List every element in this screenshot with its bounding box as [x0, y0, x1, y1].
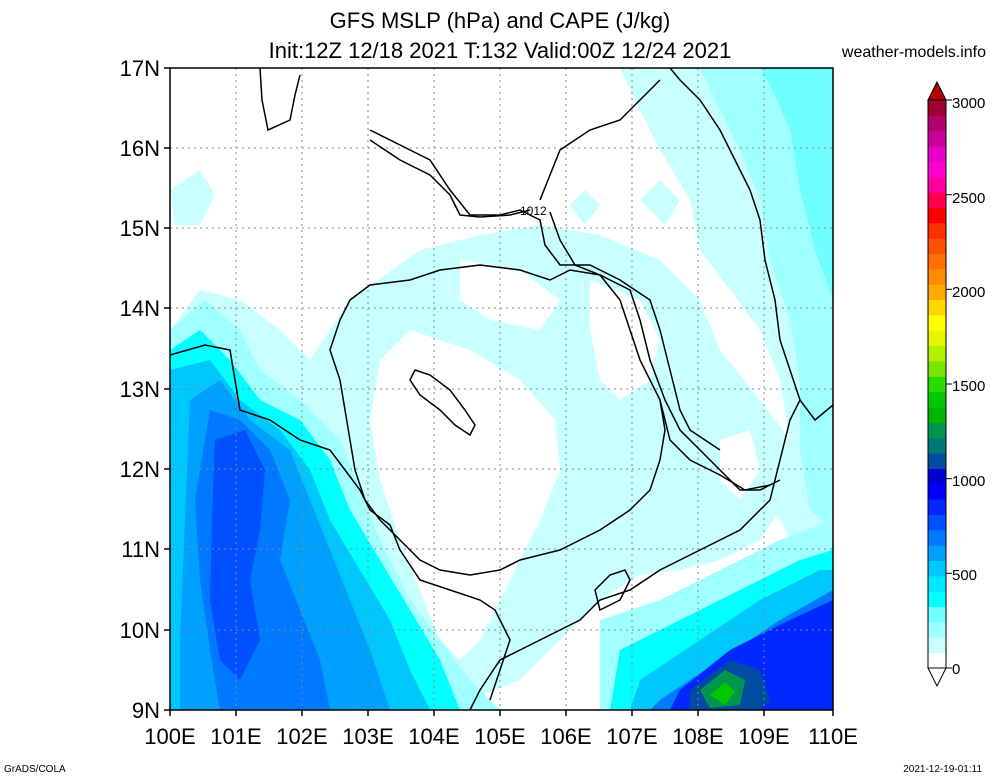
colorbar-segment — [928, 238, 946, 255]
colorbar-segment — [928, 161, 946, 178]
colorbar-segment — [928, 192, 946, 208]
lon-label: 100E — [144, 724, 195, 749]
colorbar-segment — [928, 453, 946, 469]
colorbar-segment — [928, 376, 946, 393]
colorbar-segment — [928, 514, 946, 531]
colorbar-segment — [928, 529, 946, 546]
isobar-1012 — [369, 139, 771, 491]
colorbar-labels: 3000 2500 2000 1500 1000 500 0 — [952, 95, 985, 678]
lon-label: 102E — [276, 724, 327, 749]
lon-label: 104E — [408, 724, 459, 749]
colorbar-label: 1000 — [952, 473, 985, 490]
colorbar-segment — [928, 146, 946, 162]
colorbar-segment — [928, 606, 946, 623]
colorbar-segment — [928, 345, 946, 362]
site-credit: weather-models.info — [841, 44, 986, 61]
colorbar-segment — [928, 652, 946, 669]
colorbar-segment — [928, 560, 946, 577]
lon-label: 105E — [474, 724, 525, 749]
colorbar-segment — [928, 499, 946, 515]
colorbar-segment — [928, 253, 946, 270]
lon-label: 103E — [342, 724, 393, 749]
chart-subtitle: Init:12Z 12/18 2021 T:132 Valid:00Z 12/2… — [268, 38, 732, 63]
isobar-label: 1012 — [520, 204, 547, 218]
lon-label: 110E — [808, 724, 858, 749]
lat-label: 17N — [120, 56, 160, 81]
colorbar-label: 2000 — [952, 284, 985, 301]
lon-label: 107E — [606, 724, 657, 749]
lon-labels: 100E 101E 102E 103E 104E 105E 106E 107E … — [144, 724, 858, 749]
colorbar-segment — [928, 176, 946, 193]
footer-timestamp: 2021-12-19-01:11 — [903, 764, 982, 775]
chart-title: GFS MSLP (hPa) and CAPE (J/kg) — [329, 8, 671, 33]
colorbar-segment — [928, 391, 946, 408]
colorbar-segment — [928, 422, 946, 439]
colorbar-segment — [928, 591, 946, 608]
lat-label: 12N — [120, 457, 160, 482]
colorbar — [927, 80, 952, 688]
colorbar-segment — [928, 314, 946, 331]
lat-labels: 17N 16N 15N 14N 13N 12N 11N 10N 9N — [120, 56, 160, 723]
colorbar-segment — [928, 545, 946, 562]
colorbar-label: 2500 — [952, 190, 985, 207]
footer-credit: GrADS/COLA — [4, 764, 66, 775]
lat-label: 11N — [121, 537, 160, 562]
colorbar-label: 500 — [952, 567, 977, 584]
colorbar-segment — [928, 468, 946, 485]
colorbar-segment — [928, 621, 946, 638]
lon-label: 108E — [672, 724, 723, 749]
colorbar-segment — [928, 575, 946, 592]
axis-ticks — [164, 67, 834, 716]
lat-label: 9N — [132, 698, 160, 723]
colorbar-segment — [928, 637, 946, 654]
colorbar-segment — [928, 222, 946, 239]
lat-label: 10N — [120, 618, 160, 643]
colorbar-segment — [928, 115, 946, 132]
lat-label: 16N — [120, 136, 160, 161]
lat-label: 14N — [120, 296, 160, 321]
colorbar-top-arrow — [927, 80, 947, 101]
lon-label: 101E — [210, 724, 261, 749]
lat-label: 15N — [120, 216, 160, 241]
lon-label: 109E — [738, 724, 789, 749]
colorbar-label: 3000 — [952, 95, 985, 112]
lat-label: 13N — [120, 377, 160, 402]
colorbar-label: 1500 — [952, 378, 985, 395]
colorbar-segment — [928, 330, 946, 347]
colorbar-segment — [928, 268, 946, 285]
colorbar-segment — [928, 360, 946, 377]
colorbar-label: 0 — [952, 661, 960, 678]
colorbar-segment — [928, 407, 946, 423]
gridlines — [170, 68, 833, 710]
colorbar-segment — [928, 483, 946, 500]
colorbar-segment — [928, 299, 946, 316]
colorbar-segment — [928, 100, 946, 116]
lon-label: 106E — [540, 724, 591, 749]
colorbar-segment — [928, 130, 946, 147]
colorbar-segment — [928, 284, 946, 301]
colorbar-segment — [928, 437, 946, 454]
colorbar-segment — [928, 207, 946, 224]
coastlines — [170, 68, 833, 710]
colorbar-bottom-arrow — [927, 667, 947, 688]
